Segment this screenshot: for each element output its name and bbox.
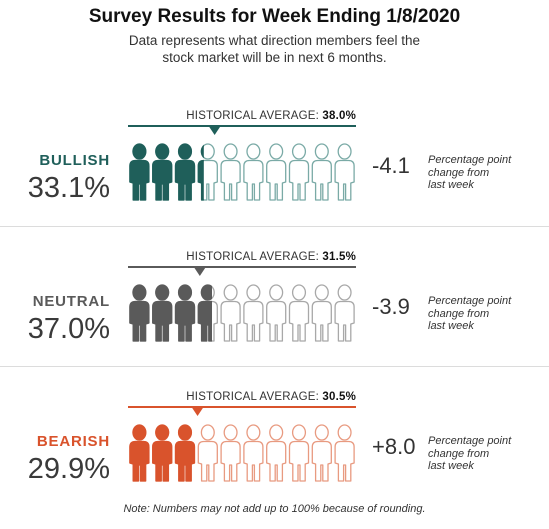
category-percentage: 29.9%	[27, 453, 110, 485]
person-icon	[334, 424, 355, 482]
person-icon	[152, 424, 173, 482]
person-icon	[334, 143, 355, 201]
person-icon	[152, 143, 173, 201]
subtitle-line-1: Data represents what direction members f…	[128, 33, 421, 48]
person-icon	[220, 424, 241, 482]
historical-average-label: HISTORICAL AVERAGE: 38.0%	[128, 110, 356, 122]
change-description-line-2: change from	[428, 447, 490, 460]
person-icon	[174, 424, 196, 482]
panel-bullish: HISTORICAL AVERAGE: 38.0% BULLISH 33.1% …	[0, 86, 549, 226]
person-icon	[243, 284, 264, 342]
person-icon	[174, 143, 196, 201]
person-icon	[152, 284, 173, 342]
person-icon	[288, 284, 310, 342]
change-description-line-1: Percentage point	[428, 435, 512, 447]
historical-average-marker	[128, 125, 356, 135]
category-label: BULLISH	[39, 152, 110, 169]
person-icon	[311, 424, 332, 482]
person-icon	[197, 143, 218, 201]
historical-average-pointer	[193, 267, 206, 276]
panel-neutral: HISTORICAL AVERAGE: 31.5% NEUTRAL 37.0% …	[0, 226, 549, 366]
historical-average-marker	[128, 406, 356, 416]
change-description: Percentage point change from last week	[428, 154, 538, 192]
people-icon-row	[129, 424, 355, 482]
change-value: +8.0	[372, 434, 416, 459]
category-percentage: 37.0%	[27, 313, 110, 345]
person-icon	[129, 143, 150, 201]
person-icon	[129, 284, 150, 342]
person-icon	[334, 284, 355, 342]
historical-average-label: HISTORICAL AVERAGE: 31.5%	[128, 251, 356, 263]
people-icon-row	[129, 284, 355, 342]
historical-average-prefix: HISTORICAL AVERAGE:	[186, 391, 319, 403]
historical-average-value: 38.0%	[322, 110, 356, 122]
change-description-line-3: last week	[428, 320, 474, 332]
person-icon	[174, 284, 196, 342]
subtitle-line-2: stock market will be in next 6 months.	[162, 50, 387, 65]
historical-average-marker	[128, 266, 356, 276]
historical-average-prefix: HISTORICAL AVERAGE:	[186, 110, 319, 122]
change-description: Percentage point change from last week	[428, 295, 538, 333]
person-icon	[266, 424, 287, 482]
person-icon	[311, 284, 332, 342]
footnote: Note: Numbers may not add up to 100% bec…	[123, 503, 426, 515]
category-label: NEUTRAL	[32, 293, 110, 310]
person-icon	[129, 424, 150, 482]
change-description-line-2: change from	[428, 307, 490, 320]
category-percentage: 33.1%	[27, 172, 110, 204]
chart-title: Survey Results for Week Ending 1/8/2020	[88, 6, 461, 27]
person-icon	[220, 284, 241, 342]
category-label: BEARISH	[36, 433, 110, 450]
change-description-line-3: last week	[428, 179, 474, 191]
person-icon	[243, 143, 264, 201]
person-icon	[266, 284, 287, 342]
people-icon-row	[129, 143, 355, 201]
change-description: Percentage point change from last week	[428, 435, 538, 473]
person-icon	[197, 284, 218, 342]
person-icon	[288, 424, 310, 482]
change-value: -3.9	[372, 294, 410, 319]
panel-bearish: HISTORICAL AVERAGE: 30.5% BEARISH 29.9% …	[0, 366, 549, 506]
historical-average-value: 30.5%	[322, 391, 356, 403]
person-icon	[243, 424, 264, 482]
change-description-line-2: change from	[428, 166, 490, 179]
change-description-line-1: Percentage point	[428, 154, 512, 166]
person-icon	[220, 143, 241, 201]
historical-average-prefix: HISTORICAL AVERAGE:	[186, 251, 319, 263]
person-icon	[266, 143, 287, 201]
historical-average-value: 31.5%	[322, 251, 356, 263]
person-icon	[311, 143, 332, 201]
person-icon	[197, 424, 218, 482]
change-value: -4.1	[372, 153, 410, 178]
historical-average-pointer	[208, 126, 221, 135]
chart-subtitle: Data represents what direction members f…	[0, 32, 549, 66]
change-description-line-1: Percentage point	[428, 295, 512, 307]
historical-average-pointer	[191, 407, 204, 416]
historical-average-label: HISTORICAL AVERAGE: 30.5%	[128, 391, 356, 403]
change-description-line-3: last week	[428, 460, 474, 472]
person-icon	[288, 143, 310, 201]
